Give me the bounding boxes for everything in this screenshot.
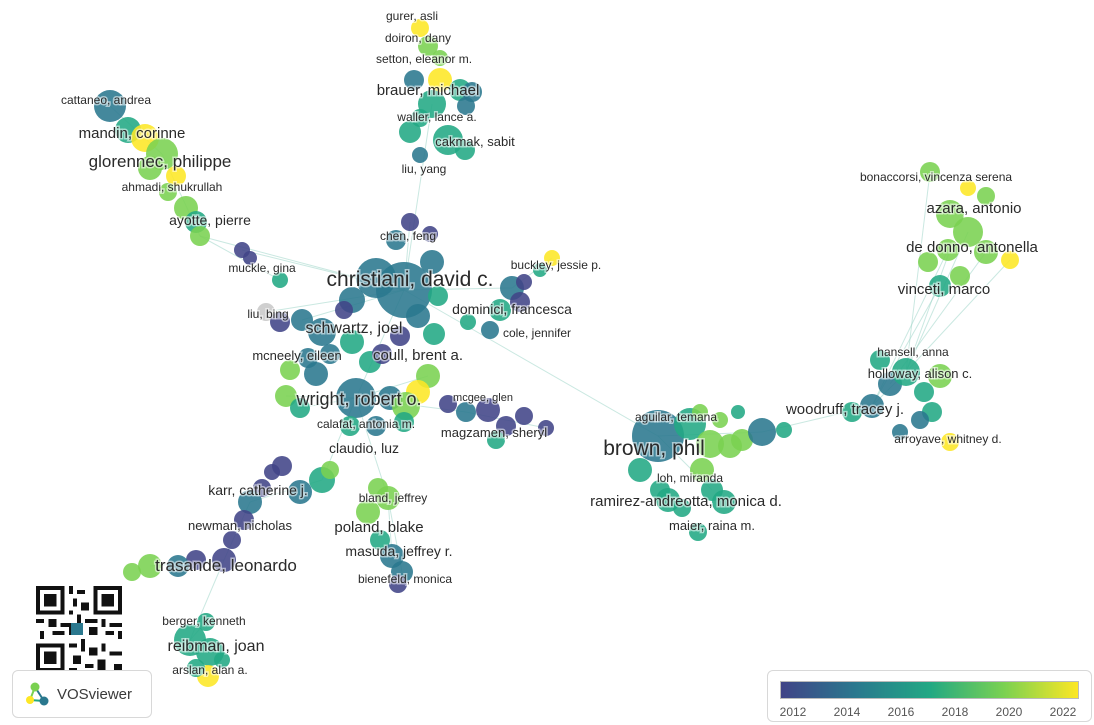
node-label[interactable]: calafat, antonia m. — [317, 417, 415, 431]
node-label[interactable]: berger, kenneth — [162, 614, 245, 628]
legend-tick: 2016 — [888, 705, 915, 719]
node-label[interactable]: ayotte, pierre — [169, 212, 251, 228]
author-node[interactable] — [412, 147, 428, 163]
node-label[interactable]: reibman, joan — [168, 638, 265, 655]
node-label[interactable]: glorennec, philippe — [89, 152, 232, 171]
node-label[interactable]: bland, jeffrey — [359, 491, 428, 505]
node-label[interactable]: cattaneo, andrea — [61, 93, 151, 107]
legend-tick: 2014 — [834, 705, 861, 719]
node-label[interactable]: aguilar, temana — [635, 410, 717, 424]
author-node[interactable] — [321, 461, 339, 479]
node-label[interactable]: bienefeld, monica — [358, 572, 452, 586]
node-label[interactable]: magzamen, sheryl — [441, 425, 547, 440]
author-node[interactable] — [731, 405, 745, 419]
node-label[interactable]: cakmak, sabit — [435, 134, 515, 149]
author-node[interactable] — [516, 274, 532, 290]
legend-tick: 2012 — [780, 705, 807, 719]
author-node[interactable] — [481, 321, 499, 339]
node-label[interactable]: buckley, jessie p. — [511, 258, 602, 272]
author-node[interactable] — [911, 411, 929, 429]
author-node[interactable] — [628, 458, 652, 482]
node-label[interactable]: hansell, anna — [877, 345, 949, 359]
app-name: VOSviewer — [57, 686, 132, 703]
author-node[interactable] — [515, 407, 533, 425]
node-label[interactable]: karr, catherine j. — [208, 482, 308, 498]
node-label[interactable]: schwartz, joel — [306, 320, 403, 337]
node-label[interactable]: muckle, gina — [228, 261, 296, 275]
node-label[interactable]: setton, eleanor m. — [376, 52, 472, 66]
node-label[interactable]: masuda, jeffrey r. — [345, 543, 452, 559]
node-label[interactable]: cole, jennifer — [503, 326, 571, 340]
node-label[interactable]: mcgee, glen — [453, 392, 513, 404]
legend-tick: 2020 — [996, 705, 1023, 719]
node-label[interactable]: claudio, luz — [329, 440, 399, 456]
node-label[interactable]: mandin, corinne — [79, 125, 186, 142]
node-label[interactable]: christiani, david c. — [327, 268, 494, 291]
legend-tick: 2022 — [1050, 705, 1077, 719]
node-label[interactable]: liu, bing — [247, 307, 288, 321]
vosviewer-logo-icon — [25, 681, 49, 707]
node-label[interactable]: waller, lance a. — [396, 110, 476, 124]
node-label[interactable]: coull, brent a. — [373, 347, 463, 364]
author-node[interactable] — [776, 422, 792, 438]
author-node[interactable] — [304, 362, 328, 386]
node-label[interactable]: newman, nicholas — [188, 518, 293, 533]
node-label[interactable]: dominici, francesca — [452, 301, 572, 317]
node-label[interactable]: ramirez-andreotta, monica d. — [590, 493, 782, 510]
node-label[interactable]: doiron, dany — [385, 31, 451, 45]
node-label[interactable]: chen, feng — [380, 229, 436, 243]
node-label[interactable]: poland, blake — [334, 519, 423, 536]
node-label[interactable]: woodruff, tracey j. — [785, 401, 904, 418]
author-node[interactable] — [456, 402, 476, 422]
legend-tick: 2018 — [942, 705, 969, 719]
author-node[interactable] — [748, 418, 776, 446]
node-label[interactable]: arroyave, whitney d. — [894, 432, 1001, 446]
author-node[interactable] — [280, 360, 300, 380]
year-color-legend: 2012 2014 2016 2018 2020 2022 — [767, 670, 1092, 722]
author-node[interactable] — [335, 301, 353, 319]
node-label[interactable]: brown, phil — [603, 437, 705, 460]
qr-code-icon — [36, 586, 122, 672]
node-label[interactable]: arslan, alan a. — [172, 663, 247, 677]
author-node[interactable] — [264, 464, 280, 480]
node-label[interactable]: gurer, asli — [386, 9, 438, 23]
node-label[interactable]: trasande, leonardo — [155, 556, 297, 575]
author-node[interactable] — [223, 531, 241, 549]
node-label[interactable]: wright, robert o. — [295, 389, 421, 409]
author-node[interactable] — [406, 304, 430, 328]
node-label[interactable]: maier, raina m. — [669, 518, 755, 533]
node-label[interactable]: vinceti, marco — [898, 281, 991, 298]
author-node[interactable] — [399, 121, 421, 143]
network-labels: gurer, asli doiron, dany setton, eleanor… — [61, 9, 1039, 677]
author-node[interactable] — [123, 563, 141, 581]
node-label[interactable]: ahmadi, shukrullah — [122, 180, 223, 194]
node-label[interactable]: brauer, michael — [377, 82, 480, 99]
node-label[interactable]: liu, yang — [402, 162, 447, 176]
author-node[interactable] — [423, 323, 445, 345]
vosviewer-brand[interactable]: VOSviewer — [12, 670, 152, 718]
node-label[interactable]: mcneely, eileen — [252, 348, 341, 363]
node-label[interactable]: holloway, alison c. — [868, 366, 973, 381]
author-node[interactable] — [914, 382, 934, 402]
author-node[interactable] — [190, 226, 210, 246]
node-label[interactable]: azara, antonio — [926, 200, 1021, 217]
node-label[interactable]: bonaccorsi, vincenza serena — [860, 170, 1012, 184]
node-label[interactable]: de donno, antonella — [906, 239, 1038, 256]
node-label[interactable]: loh, miranda — [657, 471, 723, 485]
color-gradient-bar — [780, 681, 1079, 699]
